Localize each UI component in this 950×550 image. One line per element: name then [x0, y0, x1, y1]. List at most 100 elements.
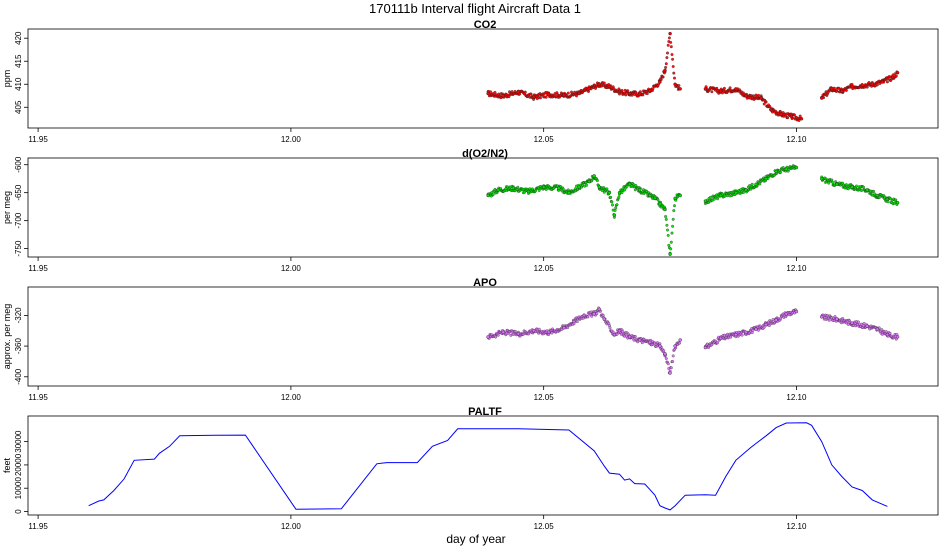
data-point: [666, 224, 669, 227]
data-point: [562, 188, 565, 191]
data-point: [820, 97, 823, 100]
data-point: [666, 52, 669, 55]
data-point: [588, 180, 591, 183]
data-point: [614, 207, 617, 210]
data-point: [673, 209, 676, 212]
data-point: [723, 87, 726, 90]
data-point: [790, 115, 793, 118]
data-point: [896, 335, 899, 338]
x-tick-label: 12.10: [786, 522, 807, 531]
x-tick-label: 11.95: [28, 135, 48, 144]
data-point: [587, 316, 590, 319]
data-point: [666, 56, 669, 59]
figure-title: 170111b Interval flight Aircraft Data 1: [369, 1, 581, 16]
x-tick-label: 11.95: [28, 393, 48, 402]
data-point: [638, 92, 641, 95]
x-tick-label: 12.05: [534, 393, 555, 402]
data-point: [719, 194, 722, 197]
data-point: [765, 323, 768, 326]
data-point: [598, 83, 601, 86]
data-point: [895, 75, 898, 78]
data-point: [723, 334, 726, 337]
data-point: [596, 312, 599, 315]
panel-title: d(O2/N2): [462, 148, 508, 160]
data-point: [678, 342, 681, 345]
y-tick-label: 410: [14, 77, 23, 91]
panel-title: CO2: [474, 19, 497, 31]
data-point: [672, 218, 675, 221]
panel-3: PALTFfeet11.95 12.00 12.05 12.1001000020000…: [2, 406, 938, 531]
data-point: [662, 349, 665, 352]
data-point: [653, 197, 656, 200]
data-point: [492, 193, 495, 196]
data-point: [524, 91, 527, 94]
data-point: [641, 341, 644, 344]
data-point: [562, 94, 565, 97]
data-point: [487, 335, 490, 338]
data-point: [765, 177, 768, 180]
y-tick-label: 30000: [14, 430, 23, 453]
data-point: [765, 101, 768, 104]
plot-frame: [28, 416, 938, 515]
data-point: [532, 329, 535, 332]
y-tick-label: -650: [14, 184, 23, 201]
data-point: [795, 310, 798, 313]
data-point: [674, 345, 677, 348]
data-point: [786, 116, 789, 119]
data-point: [713, 198, 716, 201]
data-point: [876, 84, 879, 87]
panel-1: d(O2/N2) per meg 11.95 12.00 12.05 12.10 -750 -…: [2, 148, 938, 273]
data-point: [662, 76, 665, 79]
x-axis-label: day of year: [446, 532, 505, 546]
data-point: [671, 58, 674, 61]
data-point: [618, 191, 621, 194]
data-point: [755, 183, 758, 186]
data-point: [542, 186, 545, 189]
data-point: [603, 82, 606, 85]
data-point: [836, 90, 839, 93]
data-point: [678, 84, 681, 87]
data-point: [494, 336, 497, 339]
x-tick-label: 12.05: [534, 264, 555, 273]
data-point: [602, 314, 605, 317]
data-point: [757, 94, 760, 97]
data-point: [664, 69, 667, 72]
x-tick-label: 12.10: [786, 393, 807, 402]
data-point: [539, 97, 542, 100]
x-tick-label: 12.10: [786, 264, 807, 273]
data-point: [860, 189, 863, 192]
data-point: [775, 319, 778, 322]
data-point: [871, 83, 874, 86]
data-point: [547, 93, 550, 96]
data-point: [532, 96, 535, 99]
data-point: [517, 186, 520, 189]
data-point: [512, 187, 515, 190]
data-point: [487, 92, 490, 95]
data-point: [658, 345, 661, 348]
data-point: [820, 177, 823, 180]
data-point: [616, 203, 619, 206]
data-point: [585, 184, 588, 187]
data-point: [826, 314, 829, 317]
data-point: [719, 337, 722, 340]
data-point: [547, 331, 550, 334]
data-point: [613, 214, 616, 217]
data-point: [820, 315, 823, 318]
data-point: [578, 92, 581, 95]
data-point: [664, 352, 667, 355]
data-point: [744, 188, 747, 191]
data-point: [626, 89, 629, 92]
y-tick-label: -360: [14, 338, 23, 355]
data-point: [835, 183, 838, 186]
data-point: [872, 190, 875, 193]
data-point: [573, 320, 576, 323]
data-point: [611, 204, 614, 207]
data-point: [652, 88, 655, 91]
x-tick-label: 12.10: [786, 135, 807, 144]
data-point: [638, 188, 641, 191]
data-point: [527, 190, 530, 193]
data-point: [609, 327, 612, 330]
data-point: [502, 331, 505, 334]
plot-frame: [28, 287, 938, 386]
data-point: [648, 341, 651, 344]
